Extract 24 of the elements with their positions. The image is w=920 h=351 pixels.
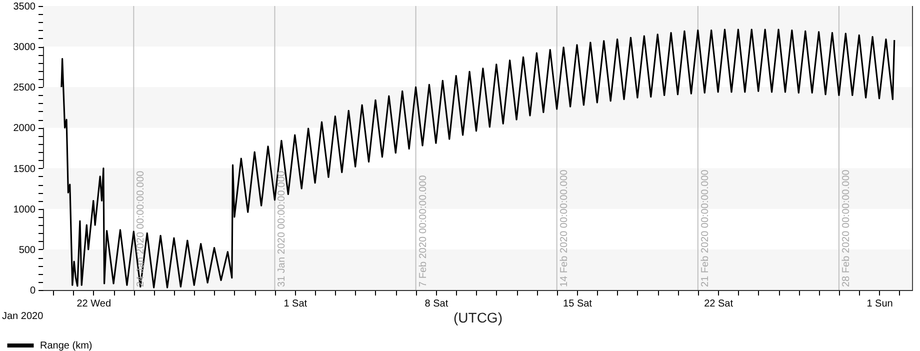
ref-line-label: 14 Feb 2020 00:00:00.000 [558,169,570,287]
ref-line-label: 24 Jan 2020 00:00:00.000 [136,170,147,287]
text: Jan 2020 [2,311,44,322]
x-tick-label: 15 Sat [563,298,592,310]
x-tick-label: 22 Wed [76,298,112,310]
line-series [60,28,896,288]
x-tick-label: 22 Sat [704,298,734,310]
y-tick-label: 3500 [13,2,36,12]
x-axis-title: (UTCG) [454,310,502,326]
y-tick-label: 500 [18,244,36,256]
ref-line-label: 28 Feb 2020 00:00:00.000 [840,169,852,287]
ref-line-label: 7 Feb 2020 00:00:00.000 [418,174,429,287]
x-tick-label: 1 Sun [866,298,893,310]
ref-line-label: 31 Jan 2020 00:00:00.000 [276,170,288,287]
y-tick-label: 0 [30,286,36,296]
y-tick-label: 2000 [13,123,36,134]
x-tick-label: 8 Sat [424,298,448,310]
legend-label: Range (km) [40,340,92,351]
x-tick-label: 1 Sat [284,298,308,310]
y-tick-label: 2500 [13,82,36,94]
y-tick-label: 1500 [13,164,36,175]
y-tick-label: 3000 [13,42,36,54]
ref-line-label: 21 Feb 2020 00:00:00.000 [700,169,711,287]
y-tick-label: 1000 [13,204,36,216]
